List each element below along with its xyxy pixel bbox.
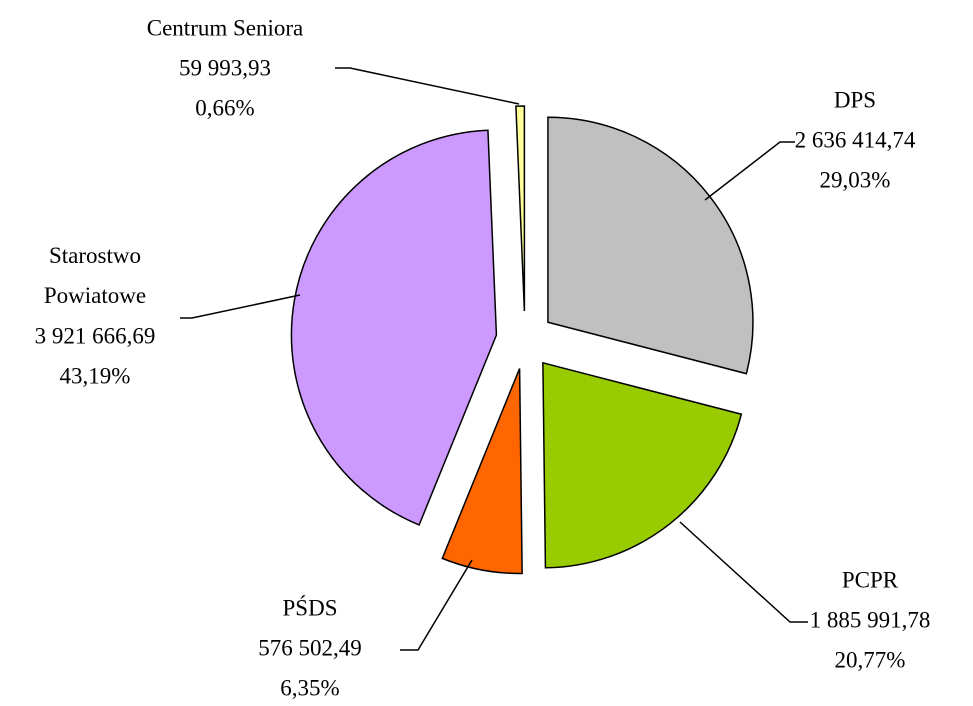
leader-line xyxy=(679,521,808,623)
percent-label: 6,35% xyxy=(280,675,339,700)
pie-slice xyxy=(542,361,743,569)
slice-label: Starostwo Powiatowe xyxy=(44,243,146,308)
leader-line xyxy=(180,294,301,319)
slice-label: PCPR xyxy=(842,567,899,592)
value-label: 59 993,93 xyxy=(179,55,271,80)
pie-slice xyxy=(441,368,523,575)
pie-slice xyxy=(547,116,754,375)
leader-line xyxy=(335,67,520,105)
value-label: 3 921 666,69 xyxy=(35,323,156,348)
percent-label: 0,66% xyxy=(195,95,254,120)
pie-slice xyxy=(290,129,498,526)
percent-label: 20,77% xyxy=(835,647,906,672)
slice-label: Centrum Seniora xyxy=(147,15,304,40)
percent-label: 43,19% xyxy=(60,363,131,388)
pie-slice xyxy=(515,105,526,312)
leader-line xyxy=(400,559,473,651)
percent-label: 29,03% xyxy=(820,167,891,192)
value-label: 1 885 991,78 xyxy=(810,607,931,632)
leader-line xyxy=(704,141,795,201)
slice-label: DPS xyxy=(834,87,876,112)
value-label: 2 636 414,74 xyxy=(795,127,916,152)
slice-label: PŚDS xyxy=(283,594,338,620)
value-label: 576 502,49 xyxy=(258,635,362,660)
